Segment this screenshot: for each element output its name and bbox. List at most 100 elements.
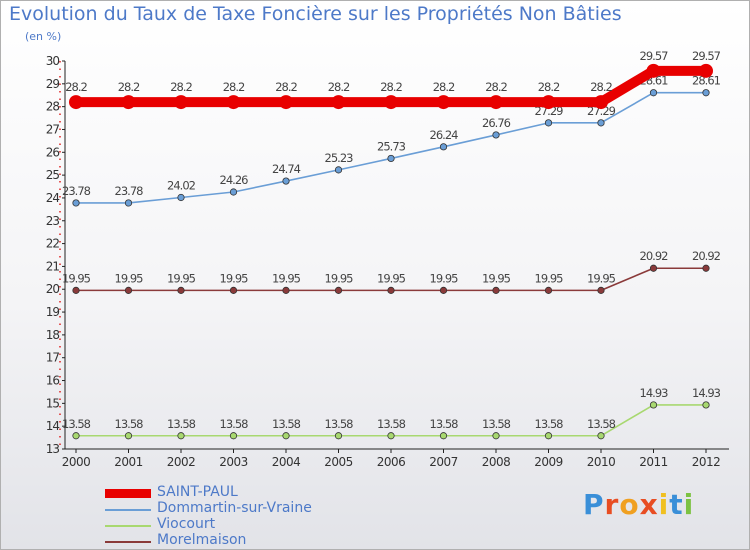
y-tick-label: 14 bbox=[46, 419, 60, 433]
x-tick-label: 2000 bbox=[62, 455, 91, 469]
data-label: 19.95 bbox=[115, 271, 144, 285]
logo-letter: i bbox=[658, 488, 670, 521]
x-tick-label: 2008 bbox=[482, 455, 511, 469]
y-tick-label: 21 bbox=[46, 259, 60, 273]
data-point bbox=[334, 166, 343, 174]
data-label: 28.2 bbox=[433, 80, 455, 94]
data-point bbox=[439, 286, 448, 294]
data-point bbox=[72, 286, 80, 294]
data-point bbox=[331, 95, 346, 110]
data-label: 13.58 bbox=[115, 417, 144, 431]
data-point bbox=[229, 286, 238, 294]
y-tick-label: 23 bbox=[46, 214, 60, 228]
x-tick-label: 2010 bbox=[587, 455, 616, 469]
data-point bbox=[387, 154, 395, 163]
data-point bbox=[384, 95, 398, 110]
data-point bbox=[226, 95, 241, 110]
data-label: 19.95 bbox=[377, 271, 406, 285]
data-label: 28.2 bbox=[223, 80, 245, 94]
chart-title: Evolution du Taux de Taxe Foncière sur l… bbox=[9, 3, 622, 25]
data-label: 29.57 bbox=[692, 49, 721, 63]
logo-letter: P bbox=[583, 488, 605, 521]
data-point bbox=[702, 89, 710, 97]
logo-letter: i bbox=[683, 488, 695, 521]
data-label: 13.58 bbox=[430, 417, 459, 431]
y-tick-label: 13 bbox=[46, 442, 60, 456]
data-label: 19.95 bbox=[220, 271, 249, 285]
data-label: 13.58 bbox=[482, 417, 511, 431]
data-label: 27.29 bbox=[587, 104, 616, 118]
x-tick-label: 2005 bbox=[324, 455, 353, 469]
data-label: 28.2 bbox=[380, 80, 402, 94]
data-point bbox=[492, 286, 500, 294]
data-point bbox=[229, 432, 238, 440]
data-label: 13.58 bbox=[377, 417, 406, 431]
data-point bbox=[282, 432, 290, 440]
data-point bbox=[174, 95, 188, 110]
logo-letter: t bbox=[669, 488, 684, 521]
x-tick-label: 2007 bbox=[429, 455, 458, 469]
y-tick-label: 24 bbox=[46, 191, 60, 205]
data-label: 19.95 bbox=[482, 271, 511, 285]
data-label: 13.58 bbox=[272, 417, 301, 431]
data-point bbox=[649, 401, 658, 409]
legend-swatch bbox=[105, 541, 151, 543]
data-label: 24.02 bbox=[167, 178, 196, 192]
data-point bbox=[597, 119, 605, 127]
data-label: 13.58 bbox=[587, 417, 616, 431]
data-point bbox=[177, 193, 185, 202]
y-tick-label: 26 bbox=[46, 145, 60, 159]
data-point bbox=[699, 63, 713, 78]
data-point bbox=[124, 432, 133, 440]
data-point bbox=[177, 432, 185, 440]
unit-label: (en %) bbox=[25, 30, 62, 43]
data-point bbox=[124, 199, 133, 207]
y-tick-label: 16 bbox=[46, 374, 60, 388]
data-label: 28.2 bbox=[65, 80, 87, 94]
data-point bbox=[72, 432, 80, 440]
data-label: 28.2 bbox=[485, 80, 507, 94]
data-point bbox=[544, 432, 553, 440]
data-label: 19.95 bbox=[325, 271, 354, 285]
legend-swatch bbox=[105, 509, 151, 511]
data-label: 13.58 bbox=[62, 417, 91, 431]
y-tick-label: 17 bbox=[46, 351, 60, 365]
logo-letter: x bbox=[639, 488, 659, 521]
data-label: 28.2 bbox=[275, 80, 297, 94]
logo-letter: o bbox=[619, 488, 640, 521]
data-point bbox=[387, 432, 395, 440]
data-point bbox=[229, 188, 238, 196]
data-point bbox=[544, 119, 553, 127]
y-tick-label: 15 bbox=[46, 396, 60, 410]
data-label: 14.93 bbox=[692, 386, 721, 400]
data-label: 13.58 bbox=[167, 417, 196, 431]
y-tick-label: 25 bbox=[46, 168, 60, 182]
x-tick-label: 2009 bbox=[534, 455, 563, 469]
data-label: 20.92 bbox=[692, 249, 721, 263]
data-label: 28.2 bbox=[590, 80, 612, 94]
data-point bbox=[544, 286, 553, 294]
data-point bbox=[282, 177, 290, 185]
data-label: 19.95 bbox=[587, 271, 616, 285]
proxiti-logo: Proxiti bbox=[583, 488, 694, 521]
y-tick-label: 30 bbox=[46, 54, 60, 68]
data-point bbox=[597, 432, 605, 440]
data-point bbox=[72, 199, 80, 207]
data-point bbox=[69, 95, 83, 110]
x-tick-label: 2006 bbox=[377, 455, 406, 469]
data-point bbox=[649, 89, 658, 97]
x-tick-label: 2004 bbox=[272, 455, 301, 469]
data-point bbox=[649, 264, 658, 272]
x-tick-label: 2001 bbox=[114, 455, 143, 469]
y-tick-label: 19 bbox=[46, 305, 60, 319]
data-label: 25.73 bbox=[377, 139, 406, 153]
data-point bbox=[541, 95, 556, 110]
data-label: 26.24 bbox=[430, 128, 459, 142]
data-label: 19.95 bbox=[62, 271, 91, 285]
data-point bbox=[177, 286, 185, 294]
data-point bbox=[439, 432, 448, 440]
data-label: 29.57 bbox=[640, 49, 669, 63]
data-label: 28.2 bbox=[538, 80, 560, 94]
data-label: 13.58 bbox=[535, 417, 564, 431]
